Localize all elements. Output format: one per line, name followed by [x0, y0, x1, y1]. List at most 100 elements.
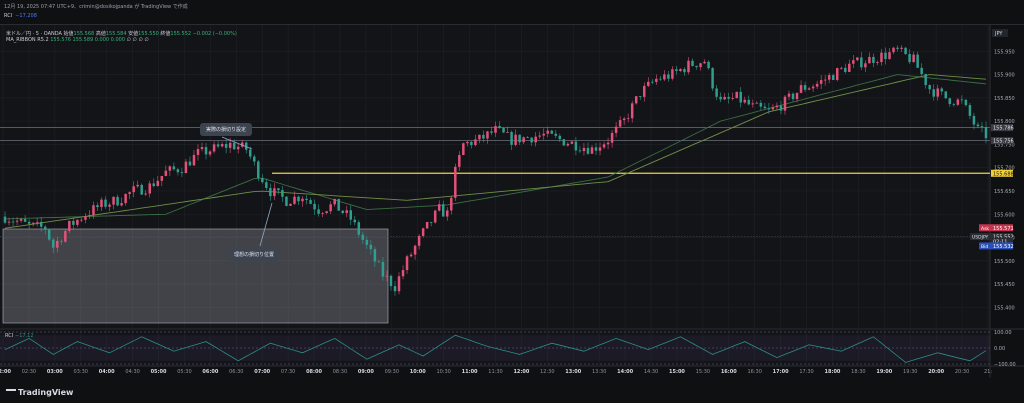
time-tick-label: 16:30 [747, 369, 761, 375]
candle-body [791, 93, 795, 100]
candle [281, 186, 284, 202]
candle-body [586, 147, 590, 154]
highlight-zone[interactable] [2, 228, 389, 324]
candle [791, 92, 795, 102]
candle-body [888, 52, 891, 59]
price-tick-label: 155.850 [994, 96, 1015, 102]
candle-body [466, 141, 469, 144]
price-label: 155.552 USDJPY [970, 233, 1014, 241]
candle [630, 100, 634, 123]
candle [285, 195, 288, 207]
candle [514, 129, 517, 147]
candle [253, 154, 256, 166]
candle-body [667, 74, 670, 79]
price-tick-label: 155.500 [994, 259, 1015, 265]
candle [305, 194, 308, 205]
candle-body [474, 139, 477, 146]
candle-body [916, 54, 919, 68]
legend-ma-row[interactable]: MA_RIBBON R5.2 155.576 155.589 0.000 0.0… [6, 37, 149, 43]
candle [357, 219, 361, 238]
candle [148, 180, 151, 198]
candle-body [630, 103, 634, 119]
candle [964, 98, 968, 107]
candle [924, 73, 927, 89]
annotation-actual-stop[interactable]: 実際の損切り設定 [200, 123, 253, 136]
candle-body [462, 143, 465, 156]
candle-body [522, 137, 525, 143]
candle [60, 239, 63, 245]
annotation-ideal-stop[interactable]: 理想の損切り位置 [228, 248, 281, 261]
candle-body [984, 127, 988, 139]
candle-body [783, 96, 787, 111]
candle [719, 92, 722, 103]
candle-body [530, 137, 533, 143]
candle-body [743, 99, 747, 103]
price-label: 155.532 Bid [979, 242, 1014, 250]
candle [88, 210, 91, 219]
candle-body [860, 57, 863, 68]
price-axis[interactable]: 155.400155.450155.500155.550155.600155.6… [992, 29, 1015, 311]
candle [35, 218, 39, 227]
candle-body [494, 126, 497, 133]
candle [289, 203, 292, 206]
candle [433, 209, 437, 224]
tradingview-logo: TradingView [6, 387, 73, 397]
candle [200, 142, 204, 152]
candle [570, 140, 574, 145]
candle-body [393, 286, 397, 292]
candle [152, 178, 156, 188]
candle-body [606, 142, 610, 145]
price-label-tag-bg [979, 242, 991, 250]
candle [944, 91, 948, 99]
candle-body [136, 184, 139, 187]
candle-body [35, 221, 39, 223]
candle-body [856, 57, 859, 61]
candle-body [405, 256, 409, 271]
candle-body [739, 91, 742, 103]
time-axis[interactable]: 02:00 02:30 03:00 03:30 04:00 04:30 05:00 05:30… [0, 369, 992, 375]
candle [333, 198, 336, 207]
candle [329, 201, 332, 214]
candle-body [695, 65, 698, 68]
candle [908, 49, 911, 64]
price-label-tag-bg [979, 224, 991, 232]
candle-body [184, 161, 188, 174]
rci-tick-label: 0.00 [994, 346, 1005, 352]
candle [683, 67, 686, 76]
candle [759, 99, 763, 111]
candle [634, 95, 638, 105]
candle-body [840, 67, 843, 69]
candle-body [333, 198, 336, 205]
candle-body [574, 141, 578, 151]
upper-indicator-label: RCI [4, 13, 13, 19]
candle-body [719, 96, 722, 100]
candle [353, 215, 357, 226]
candle [470, 140, 473, 149]
price-label-text: 155.756 [993, 139, 1014, 145]
candle-body [880, 52, 883, 63]
price-label-bg [991, 169, 1013, 177]
legend-symbol-row[interactable]: 米ドル／円 · 5 · OANDA 始値155.568 高値155.584 安値… [6, 30, 237, 37]
candle [437, 200, 441, 212]
candle-body [144, 193, 147, 195]
candle [747, 95, 751, 106]
time-tick-label: 14:00 [617, 369, 633, 375]
candle-body [337, 198, 340, 211]
candle-body [972, 115, 976, 125]
candle [506, 126, 509, 133]
candles [3, 45, 988, 296]
candle-body [72, 220, 75, 225]
candle-body [727, 96, 730, 99]
candle-body [100, 199, 103, 208]
candle-body [112, 196, 115, 205]
candle [128, 191, 131, 200]
candle-body [538, 135, 541, 137]
candle-body [598, 147, 602, 151]
candle-body [353, 219, 357, 223]
time-tick-label: 04:00 [99, 369, 115, 375]
candle-body [421, 228, 425, 236]
time-tick-label: 13:30 [592, 369, 606, 375]
rci-tick-label: −100.00 [994, 362, 1016, 368]
candle [542, 128, 545, 140]
